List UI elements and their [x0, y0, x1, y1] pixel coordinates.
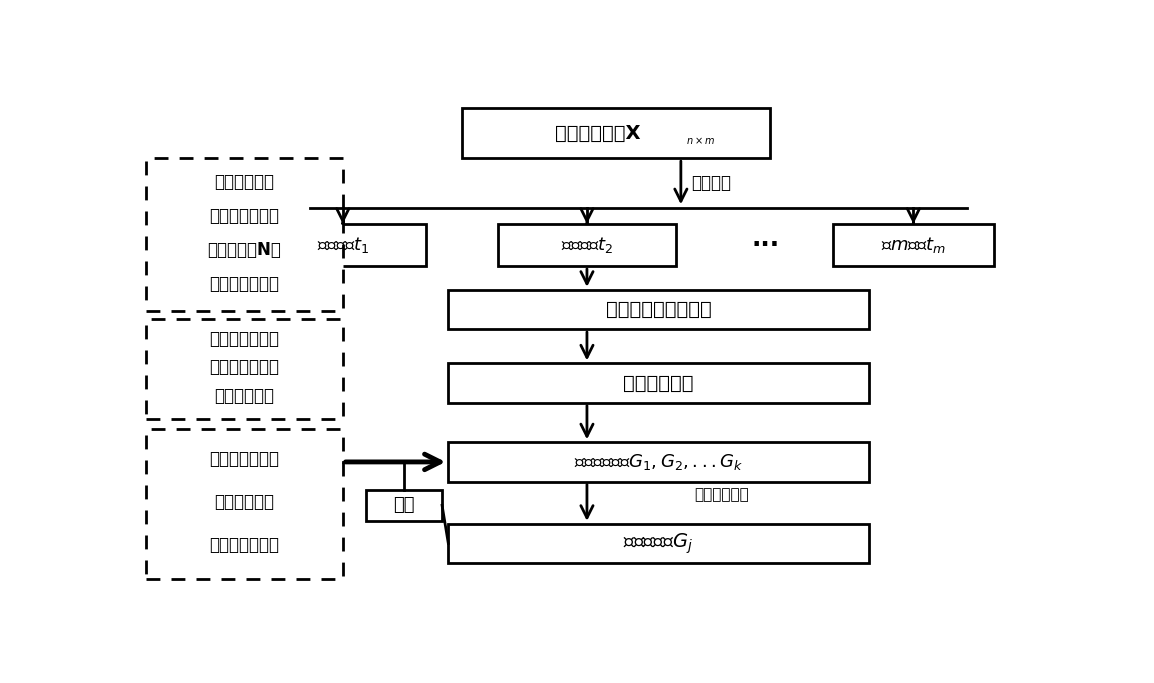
Bar	[147, 158, 343, 311]
Bar	[833, 224, 994, 266]
Bar	[261, 224, 426, 266]
Text: 类的数学特征: 类的数学特征	[215, 387, 275, 405]
Text: 主元为研究对象: 主元为研究对象	[209, 275, 279, 292]
Text: 确定需重点分析主元: 确定需重点分析主元	[606, 300, 711, 319]
Bar	[448, 290, 869, 329]
Text: 本，提取利于分: 本，提取利于分	[209, 358, 279, 376]
Text: 第$m$主元$t_m$: 第$m$主元$t_m$	[881, 235, 946, 255]
Bar	[147, 318, 343, 419]
Text: 原始训练样本$G_1,G_2,...G_k$: 原始训练样本$G_1,G_2,...G_k$	[574, 452, 743, 472]
Bar	[147, 429, 343, 579]
Text: 至原有训练样: 至原有训练样	[215, 493, 275, 511]
Text: ···: ···	[751, 233, 780, 257]
Bar	[366, 490, 442, 521]
Bar	[462, 108, 771, 158]
Text: 新样本归类$G_j$: 新样本归类$G_j$	[623, 531, 694, 556]
Text: 数学特征提取: 数学特征提取	[623, 374, 694, 393]
Text: 分析主元贡献: 分析主元贡献	[215, 173, 275, 191]
Text: 特性参数数据X: 特性参数数据X	[555, 124, 640, 143]
Text: 主元分析: 主元分析	[691, 174, 732, 192]
Text: 情况确定前N个: 情况确定前N个	[208, 240, 282, 259]
Bar	[448, 524, 869, 563]
Bar	[448, 363, 869, 403]
Text: $_{n\times m}$: $_{n\times m}$	[687, 133, 715, 147]
Text: 本，实现自学习: 本，实现自学习	[209, 535, 279, 554]
Text: 距离判别分析: 距离判别分析	[695, 487, 749, 502]
Text: 添加新判别样本: 添加新判别样本	[209, 450, 279, 468]
Text: 率，并根据实际: 率，并根据实际	[209, 207, 279, 225]
Bar	[497, 224, 676, 266]
Text: 添加: 添加	[394, 497, 414, 514]
Text: 第二主元$t_2$: 第二主元$t_2$	[561, 235, 613, 255]
Bar	[448, 442, 869, 482]
Text: 第一主元$t_1$: 第一主元$t_1$	[316, 235, 369, 255]
Text: 根据原始实验样: 根据原始实验样	[209, 330, 279, 348]
